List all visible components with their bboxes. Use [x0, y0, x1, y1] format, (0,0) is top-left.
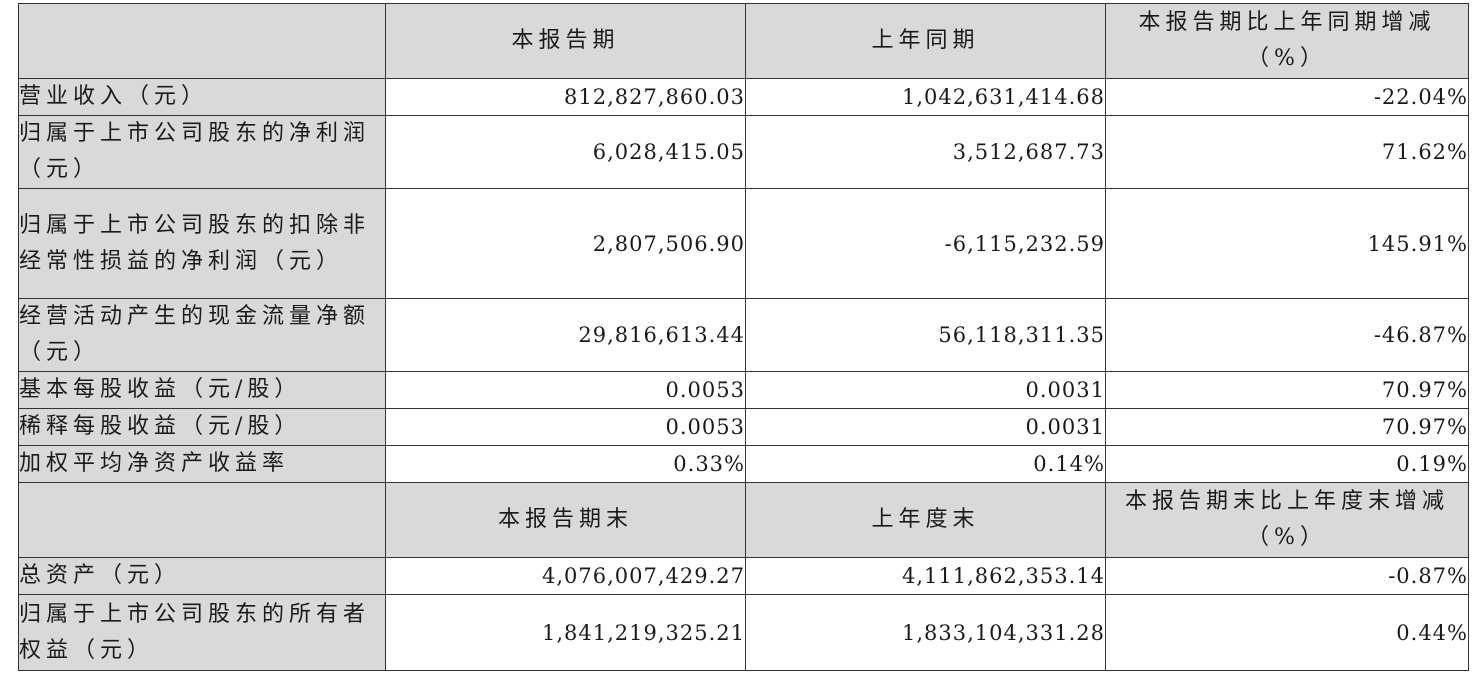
blank-corner-cell — [18, 3, 386, 79]
table-row: 基本每股收益（元/股） 0.0053 0.0031 70.97% — [18, 371, 1469, 409]
change-value: 145.91% — [1105, 188, 1469, 299]
col-header-prior-period: 上年同期 — [745, 3, 1106, 79]
col-header-period-change: 本报告期比上年同期增减 （%） — [1105, 3, 1469, 79]
table-row: 营业收入（元） 812,827,860.03 1,042,631,414.68 … — [18, 78, 1469, 116]
row-label: 营业收入（元） — [18, 78, 386, 116]
col-header-current-period-end: 本报告期末 — [385, 482, 746, 558]
row-label: 基本每股收益（元/股） — [18, 371, 386, 409]
row-label: 加权平均净资产收益率 — [18, 445, 386, 483]
col-header-current-period: 本报告期 — [385, 3, 746, 79]
prior-period-value: 3,512,687.73 — [745, 115, 1106, 189]
table-row: 总资产（元） 4,076,007,429.27 4,111,862,353.14… — [18, 557, 1469, 595]
row-label: 归属于上市公司股东的净利润（元） — [18, 115, 386, 189]
period-change-header-line2: （%） — [1247, 46, 1327, 71]
prior-period-value: 1,042,631,414.68 — [745, 78, 1106, 116]
current-period-value: 0.33% — [385, 445, 746, 483]
change-value: 70.97% — [1105, 408, 1469, 446]
current-period-end-value: 4,076,007,429.27 — [385, 557, 746, 595]
blank-corner-cell — [18, 482, 386, 558]
period-header-row: 本报告期 上年同期 本报告期比上年同期增减 （%） — [18, 3, 1469, 79]
change-value: -46.87% — [1105, 298, 1469, 372]
prior-period-value: -6,115,232.59 — [745, 188, 1106, 299]
change-value: 0.44% — [1105, 594, 1469, 671]
prior-period-value: 56,118,311.35 — [745, 298, 1106, 372]
current-period-value: 29,816,613.44 — [385, 298, 746, 372]
current-period-end-value: 1,841,219,325.21 — [385, 594, 746, 671]
change-value: -22.04% — [1105, 78, 1469, 116]
table-row: 经营活动产生的现金流量净额（元） 29,816,613.44 56,118,31… — [18, 298, 1469, 372]
table-row: 加权平均净资产收益率 0.33% 0.14% 0.19% — [18, 445, 1469, 483]
row-label: 归属于上市公司股东的扣除非经常性损益的净利润（元） — [18, 188, 386, 299]
period-end-change-header-line1: 本报告期末比上年度末增减 — [1124, 489, 1449, 514]
row-label: 总资产（元） — [18, 557, 386, 595]
col-header-prior-year-end: 上年度末 — [745, 482, 1106, 558]
prior-period-value: 0.0031 — [745, 408, 1106, 446]
current-period-value: 2,807,506.90 — [385, 188, 746, 299]
period-end-header-row: 本报告期末 上年度末 本报告期末比上年度末增减 （%） — [18, 482, 1469, 558]
current-period-value: 0.0053 — [385, 371, 746, 409]
table-row: 稀释每股收益（元/股） 0.0053 0.0031 70.97% — [18, 408, 1469, 446]
prior-period-value: 0.0031 — [745, 371, 1106, 409]
prior-period-value: 0.14% — [745, 445, 1106, 483]
col-header-period-end-change: 本报告期末比上年度末增减 （%） — [1105, 482, 1469, 558]
current-period-value: 6,028,415.05 — [385, 115, 746, 189]
change-value: 71.62% — [1105, 115, 1469, 189]
row-label: 稀释每股收益（元/股） — [18, 408, 386, 446]
change-value: -0.87% — [1105, 557, 1469, 595]
prior-year-end-value: 1,833,104,331.28 — [745, 594, 1106, 671]
financial-summary-table: 本报告期 上年同期 本报告期比上年同期增减 （%） 营业收入（元） 812,82… — [18, 3, 1469, 671]
current-period-value: 0.0053 — [385, 408, 746, 446]
table-row: 归属于上市公司股东的所有者权益（元） 1,841,219,325.21 1,83… — [18, 594, 1469, 671]
period-end-change-header-line2: （%） — [1247, 525, 1327, 550]
period-change-header-line1: 本报告期比上年同期增减 — [1138, 10, 1436, 35]
change-value: 70.97% — [1105, 371, 1469, 409]
change-value: 0.19% — [1105, 445, 1469, 483]
current-period-value: 812,827,860.03 — [385, 78, 746, 116]
prior-year-end-value: 4,111,862,353.14 — [745, 557, 1106, 595]
row-label: 归属于上市公司股东的所有者权益（元） — [18, 594, 386, 671]
table-row: 归属于上市公司股东的净利润（元） 6,028,415.05 3,512,687.… — [18, 115, 1469, 189]
table-row: 归属于上市公司股东的扣除非经常性损益的净利润（元） 2,807,506.90 -… — [18, 188, 1469, 299]
row-label: 经营活动产生的现金流量净额（元） — [18, 298, 386, 372]
